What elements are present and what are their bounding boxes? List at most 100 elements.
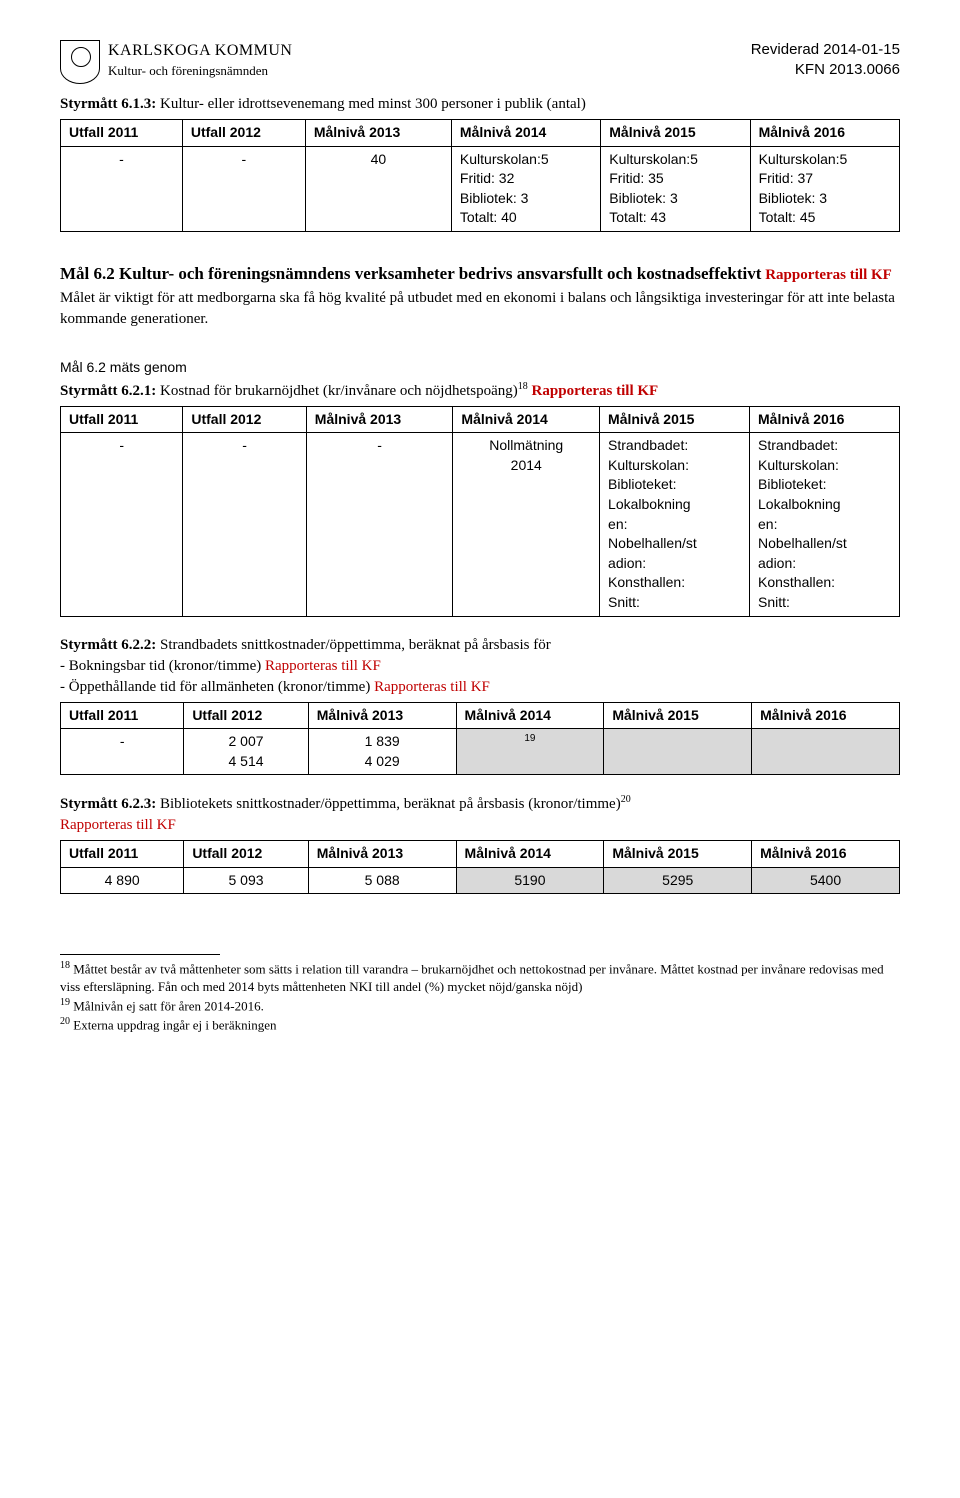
col-header: Utfall 2011 — [61, 120, 183, 147]
table-row: - - - Nollmätning 2014 Strandbadet: Kult… — [61, 433, 900, 616]
cell: - — [306, 433, 453, 616]
styrmatt-621-prefix: Styrmått 6.2.1: — [60, 383, 156, 399]
table-row: Utfall 2011 Utfall 2012 Målnivå 2013 Mål… — [61, 406, 900, 433]
cell: 5190 — [456, 867, 604, 894]
sup-19: 19 — [524, 733, 535, 744]
col-header: Utfall 2012 — [182, 120, 305, 147]
sup-18: 18 — [518, 381, 528, 392]
cell: 5295 — [604, 867, 752, 894]
revised-date: Reviderad 2014-01-15 — [751, 40, 900, 60]
cell: - — [183, 433, 306, 616]
cell: Kulturskolan:5 Fritid: 37 Bibliotek: 3 T… — [750, 146, 899, 231]
col-header: Målnivå 2013 — [306, 406, 453, 433]
styrmatt-621-rest: Kostnad för brukarnöjdhet (kr/invånare o… — [156, 383, 518, 399]
sup-20: 20 — [621, 794, 631, 805]
org-block: KARLSKOGA KOMMUN Kultur- och föreningsnä… — [60, 40, 292, 84]
cell: 2 007 4 514 — [184, 729, 308, 775]
col-header: Utfall 2012 — [184, 702, 308, 729]
cell: - — [61, 146, 183, 231]
table-row: 4 890 5 093 5 088 5190 5295 5400 — [61, 867, 900, 894]
cell: 4 890 — [61, 867, 184, 894]
styrmatt-622-line2: - Bokningsbar tid (kronor/timme) — [60, 658, 261, 674]
col-header: Målnivå 2016 — [752, 702, 900, 729]
table-row: Utfall 2011 Utfall 2012 Målnivå 2013 Mål… — [61, 702, 900, 729]
col-header: Målnivå 2015 — [600, 406, 750, 433]
col-header: Utfall 2012 — [184, 841, 308, 868]
table-621: Utfall 2011 Utfall 2012 Målnivå 2013 Mål… — [60, 406, 900, 617]
cell: Kulturskolan:5 Fritid: 32 Bibliotek: 3 T… — [451, 146, 600, 231]
styrmatt-613-rest: Kultur- eller idrottsevenemang med minst… — [156, 96, 586, 112]
cell: Strandbadet: Kulturskolan: Biblioteket: … — [750, 433, 900, 616]
mal-62-heading: Mål 6.2 Kultur- och föreningsnämndens ve… — [60, 264, 761, 283]
cell: 40 — [305, 146, 451, 231]
cell: - — [61, 433, 183, 616]
table-row: Utfall 2011 Utfall 2012 Målnivå 2013 Mål… — [61, 841, 900, 868]
styrmatt-622-line2-red: Rapporteras till KF — [261, 658, 381, 674]
col-header: Målnivå 2016 — [750, 120, 899, 147]
styrmatt-623-title: Styrmått 6.2.3: Bibliotekets snittkostna… — [60, 793, 900, 836]
cell: Strandbadet: Kulturskolan: Biblioteket: … — [600, 433, 750, 616]
styrmatt-622-rest: Strandbadets snittkostnader/öppettimma, … — [156, 637, 550, 653]
col-header: Målnivå 2015 — [601, 120, 750, 147]
mal-62-body: Målet är viktigt för att medborgarna ska… — [60, 288, 900, 330]
cell — [752, 729, 900, 775]
styrmatt-613-title: Styrmått 6.1.3: Kultur- eller idrottseve… — [60, 94, 900, 115]
footnotes: 18 Måttet består av två måttenheter som … — [60, 959, 900, 1033]
col-header: Målnivå 2016 — [750, 406, 900, 433]
styrmatt-622-line3: - Öppethållande tid för allmänheten (kro… — [60, 679, 370, 695]
styrmatt-622-line3-red: Rapporteras till KF — [370, 679, 490, 695]
org-line1: KARLSKOGA KOMMUN — [108, 40, 292, 62]
cell: - — [61, 729, 184, 775]
col-header: Målnivå 2015 — [604, 841, 752, 868]
styrmatt-613-prefix: Styrmått 6.1.3: — [60, 96, 156, 112]
footnote-19: 19 Målnivån ej satt för åren 2014-2016. — [60, 996, 900, 1015]
cell: Kulturskolan:5 Fritid: 35 Bibliotek: 3 T… — [601, 146, 750, 231]
col-header: Utfall 2012 — [183, 406, 306, 433]
cell: 19 — [456, 729, 604, 775]
cell: 1 839 4 029 — [308, 729, 456, 775]
col-header: Målnivå 2013 — [308, 841, 456, 868]
footnote-18: 18 Måttet består av två måttenheter som … — [60, 959, 900, 995]
cell: - — [182, 146, 305, 231]
cell: 5400 — [752, 867, 900, 894]
styrmatt-621-title: Styrmått 6.2.1: Kostnad för brukarnöjdhe… — [60, 380, 900, 402]
table-623: Utfall 2011 Utfall 2012 Målnivå 2013 Mål… — [60, 840, 900, 894]
doc-number: KFN 2013.0066 — [751, 60, 900, 80]
cell: 5 088 — [308, 867, 456, 894]
footnote-20: 20 Externa uppdrag ingår ej i beräkninge… — [60, 1015, 900, 1034]
col-header: Målnivå 2013 — [308, 702, 456, 729]
page-header: KARLSKOGA KOMMUN Kultur- och föreningsnä… — [60, 40, 900, 84]
styrmatt-623-prefix: Styrmått 6.2.3: — [60, 796, 156, 812]
col-header: Målnivå 2014 — [456, 841, 604, 868]
shield-icon — [60, 40, 100, 84]
cell — [604, 729, 752, 775]
styrmatt-622-prefix: Styrmått 6.2.2: — [60, 637, 156, 653]
mal-62-red: Rapporteras till KF — [761, 267, 891, 283]
mal-62-heading-block: Mål 6.2 Kultur- och föreningsnämndens ve… — [60, 262, 900, 286]
table-row: Utfall 2011 Utfall 2012 Målnivå 2013 Mål… — [61, 120, 900, 147]
col-header: Utfall 2011 — [61, 841, 184, 868]
cell: Nollmätning 2014 — [453, 433, 600, 616]
org-line2: Kultur- och föreningsnämnden — [108, 62, 292, 80]
org-text: KARLSKOGA KOMMUN Kultur- och föreningsnä… — [108, 40, 292, 81]
col-header: Målnivå 2014 — [456, 702, 604, 729]
col-header: Målnivå 2014 — [453, 406, 600, 433]
table-622: Utfall 2011 Utfall 2012 Målnivå 2013 Mål… — [60, 702, 900, 776]
styrmatt-623-rest: Bibliotekets snittkostnader/öppettimma, … — [156, 796, 620, 812]
mats-heading: Mål 6.2 mäts genom — [60, 358, 900, 378]
styrmatt-622-title: Styrmått 6.2.2: Strandbadets snittkostna… — [60, 635, 900, 698]
revision-block: Reviderad 2014-01-15 KFN 2013.0066 — [751, 40, 900, 81]
col-header: Målnivå 2016 — [752, 841, 900, 868]
col-header: Utfall 2011 — [61, 406, 183, 433]
cell: 5 093 — [184, 867, 308, 894]
table-row: - - 40 Kulturskolan:5 Fritid: 32 Bibliot… — [61, 146, 900, 231]
footnote-rule — [60, 954, 220, 955]
styrmatt-623-red: Rapporteras till KF — [60, 817, 176, 833]
table-613: Utfall 2011 Utfall 2012 Målnivå 2013 Mål… — [60, 119, 900, 232]
col-header: Utfall 2011 — [61, 702, 184, 729]
styrmatt-621-red: Rapporteras till KF — [528, 383, 658, 399]
col-header: Målnivå 2015 — [604, 702, 752, 729]
col-header: Målnivå 2014 — [451, 120, 600, 147]
col-header: Målnivå 2013 — [305, 120, 451, 147]
table-row: - 2 007 4 514 1 839 4 029 19 — [61, 729, 900, 775]
